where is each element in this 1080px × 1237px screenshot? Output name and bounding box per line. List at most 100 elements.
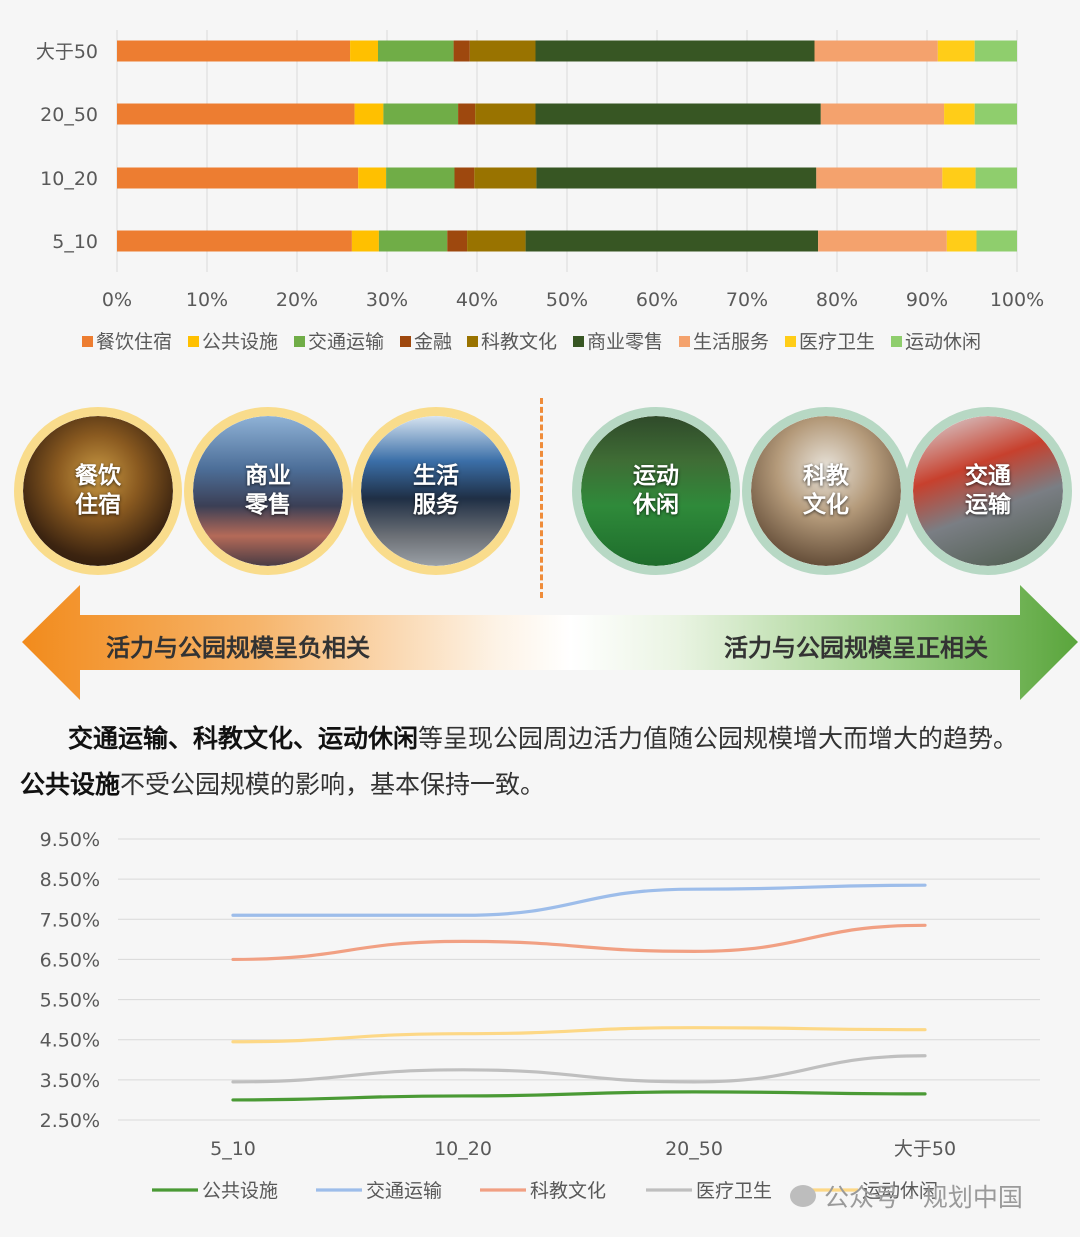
legend-label: 公共设施: [202, 331, 278, 353]
library-photo: [751, 416, 901, 566]
paragraph-text-2: 不受公园规模的影响，基本保持一致。: [120, 770, 546, 799]
line-y-tick-label: 2.50%: [40, 1110, 100, 1132]
legend-swatch: [188, 336, 199, 347]
line-series-运动休闲: [231, 1026, 927, 1044]
bar-category-label: 20_50: [40, 104, 98, 126]
legend-label: 运动休闲: [905, 331, 981, 353]
bar-segment-金融: [458, 103, 476, 125]
circle-restaurant: 餐饮住宿: [14, 407, 182, 575]
bar-x-tick-label: 50%: [546, 289, 588, 311]
positive-correlation-label: 活力与公园规模呈正相关: [724, 634, 988, 662]
bar-x-tick-label: 60%: [636, 289, 678, 311]
bar-segment-科教文化: [467, 230, 526, 252]
legend-swatch: [400, 336, 411, 347]
legend-swatch: [891, 336, 902, 347]
storefront-photo: [361, 416, 511, 566]
line-x-tick-label: 大于50: [894, 1138, 956, 1160]
line-y-tick-label: 9.50%: [40, 829, 100, 851]
legend-swatch: [785, 336, 796, 347]
legend-label: 医疗卫生: [799, 331, 875, 353]
bar-segment-生活服务: [818, 230, 947, 252]
line-y-tick-label: 4.50%: [40, 1030, 100, 1052]
bar-segment-科教文化: [469, 40, 536, 62]
bar-x-tick-label: 100%: [990, 289, 1044, 311]
bar-segment-商业零售: [525, 230, 819, 252]
line-series-科教文化: [231, 923, 927, 962]
restaurant-photo: [23, 416, 173, 566]
line-chart: 9.50% 8.50% 7.50% 6.50% 5.50% 4.50% 3.50% 2.50%…: [40, 829, 1040, 1202]
circle-station: 交通运输: [904, 407, 1072, 575]
correlation-arrow: [22, 585, 1078, 700]
circle-label: 交通运输: [965, 463, 1011, 518]
bar-segment-医疗卫生: [944, 103, 975, 125]
bar-segment-生活服务: [816, 167, 943, 189]
circle-label: 运动休闲: [633, 463, 679, 518]
line-legend-label: 科教文化: [530, 1180, 606, 1202]
watermark: 公众号 · 规划中国: [790, 1178, 1023, 1214]
bar-x-tick-label: 10%: [186, 289, 228, 311]
legend-label: 生活服务: [693, 331, 769, 353]
wechat-icon: [790, 1185, 816, 1207]
circle-storefront: 生活服务: [352, 407, 520, 575]
legend-swatch: [467, 336, 478, 347]
bar-segment-公共设施: [350, 40, 378, 62]
line-chart-y-ticks: 9.50% 8.50% 7.50% 6.50% 5.50% 4.50% 3.50% 2.50%: [40, 829, 100, 1132]
negative-correlation-label: 活力与公园规模呈负相关: [106, 634, 370, 662]
highlight-text-2: 公共设施: [20, 770, 121, 799]
bar-chart-legend: 餐饮住宿 公共设施 交通运输 金融 科教文化 商业零售 生活服务 医疗卫生 运动休闲: [82, 331, 981, 353]
circle-label: 生活服务: [413, 463, 459, 518]
line-legend-label: 运动休闲: [862, 1180, 938, 1202]
bar-segment-科教文化: [475, 103, 536, 125]
line-x-tick-label: 5_10: [210, 1138, 256, 1160]
line-legend-label: 公共设施: [202, 1180, 278, 1202]
bar-segment-餐饮住宿: [117, 230, 352, 252]
bar-x-tick-label: 70%: [726, 289, 768, 311]
legend-label: 科教文化: [481, 331, 557, 353]
bar-segment-科教文化: [474, 167, 537, 189]
bar-segment-金融: [453, 40, 470, 62]
bar-x-tick-label: 30%: [366, 289, 408, 311]
bar-x-tick-label: 80%: [816, 289, 858, 311]
line-chart-x-ticks: 5_10 10_20 20_50 大于50: [210, 1138, 956, 1160]
circle-shopping: 商业零售: [184, 407, 352, 575]
circle-label: 科教文化: [803, 463, 849, 518]
line-y-tick-label: 6.50%: [40, 949, 100, 971]
circle-library: 科教文化: [742, 407, 910, 575]
dashed-divider: [540, 398, 543, 598]
line-y-tick-label: 5.50%: [40, 990, 100, 1012]
conclusion-paragraph: 交通运输、科教文化、运动休闲等呈现公园周边活力值随公园规模增大而增大的趋势。公共…: [20, 716, 1020, 808]
line-y-tick-label: 7.50%: [40, 909, 100, 931]
line-chart-series: [231, 883, 927, 1102]
bar-segment-商业零售: [535, 40, 815, 62]
bar-segment-商业零售: [536, 167, 817, 189]
legend-label: 餐饮住宿: [96, 331, 172, 353]
sports-field-photo: [581, 416, 731, 566]
line-series-医疗卫生: [231, 1054, 927, 1084]
bar-segment-公共设施: [351, 230, 379, 252]
bar-segment-医疗卫生: [937, 40, 975, 62]
bar-segment-医疗卫生: [942, 167, 976, 189]
circle-label: 餐饮住宿: [75, 463, 121, 518]
paragraph-text-1: 等呈现公园周边活力值随公园规模增大而增大的趋势。: [418, 724, 1019, 753]
legend-label: 金融: [414, 331, 452, 353]
bar-x-tick-label: 0%: [102, 289, 132, 311]
bar-segment-交通运输: [386, 167, 455, 189]
bar-segment-交通运输: [378, 40, 454, 62]
bar-chart-x-ticks: 0% 10% 20% 30% 40% 50% 60% 70% 80% 90% 100%: [102, 289, 1044, 311]
highlight-text-1: 交通运输、科教文化、运动休闲: [68, 724, 419, 753]
watermark-text: 公众号 · 规划中国: [824, 1183, 1023, 1212]
legend-swatch: [573, 336, 584, 347]
stacked-bar-chart: 5_10 10_20 20_50 大于50 0% 10% 20% 30% 40% 50% 60% 7…: [36, 30, 1044, 353]
bar-segment-运动休闲: [976, 230, 1017, 252]
bar-chart-category-labels: 5_10 10_20 20_50 大于50: [36, 41, 98, 253]
legend-swatch: [82, 336, 93, 347]
line-legend-label: 医疗卫生: [696, 1180, 772, 1202]
line-chart-legend: 公共设施 交通运输 科教文化 医疗卫生 运动休闲: [152, 1180, 938, 1202]
bar-segment-金融: [454, 167, 475, 189]
bar-segment-金融: [447, 230, 468, 252]
station-photo: [913, 416, 1063, 566]
line-series-交通运输: [231, 883, 927, 917]
bar-segment-医疗卫生: [946, 230, 977, 252]
bar-category-label: 大于50: [36, 41, 98, 63]
circle-label: 商业零售: [245, 463, 291, 518]
